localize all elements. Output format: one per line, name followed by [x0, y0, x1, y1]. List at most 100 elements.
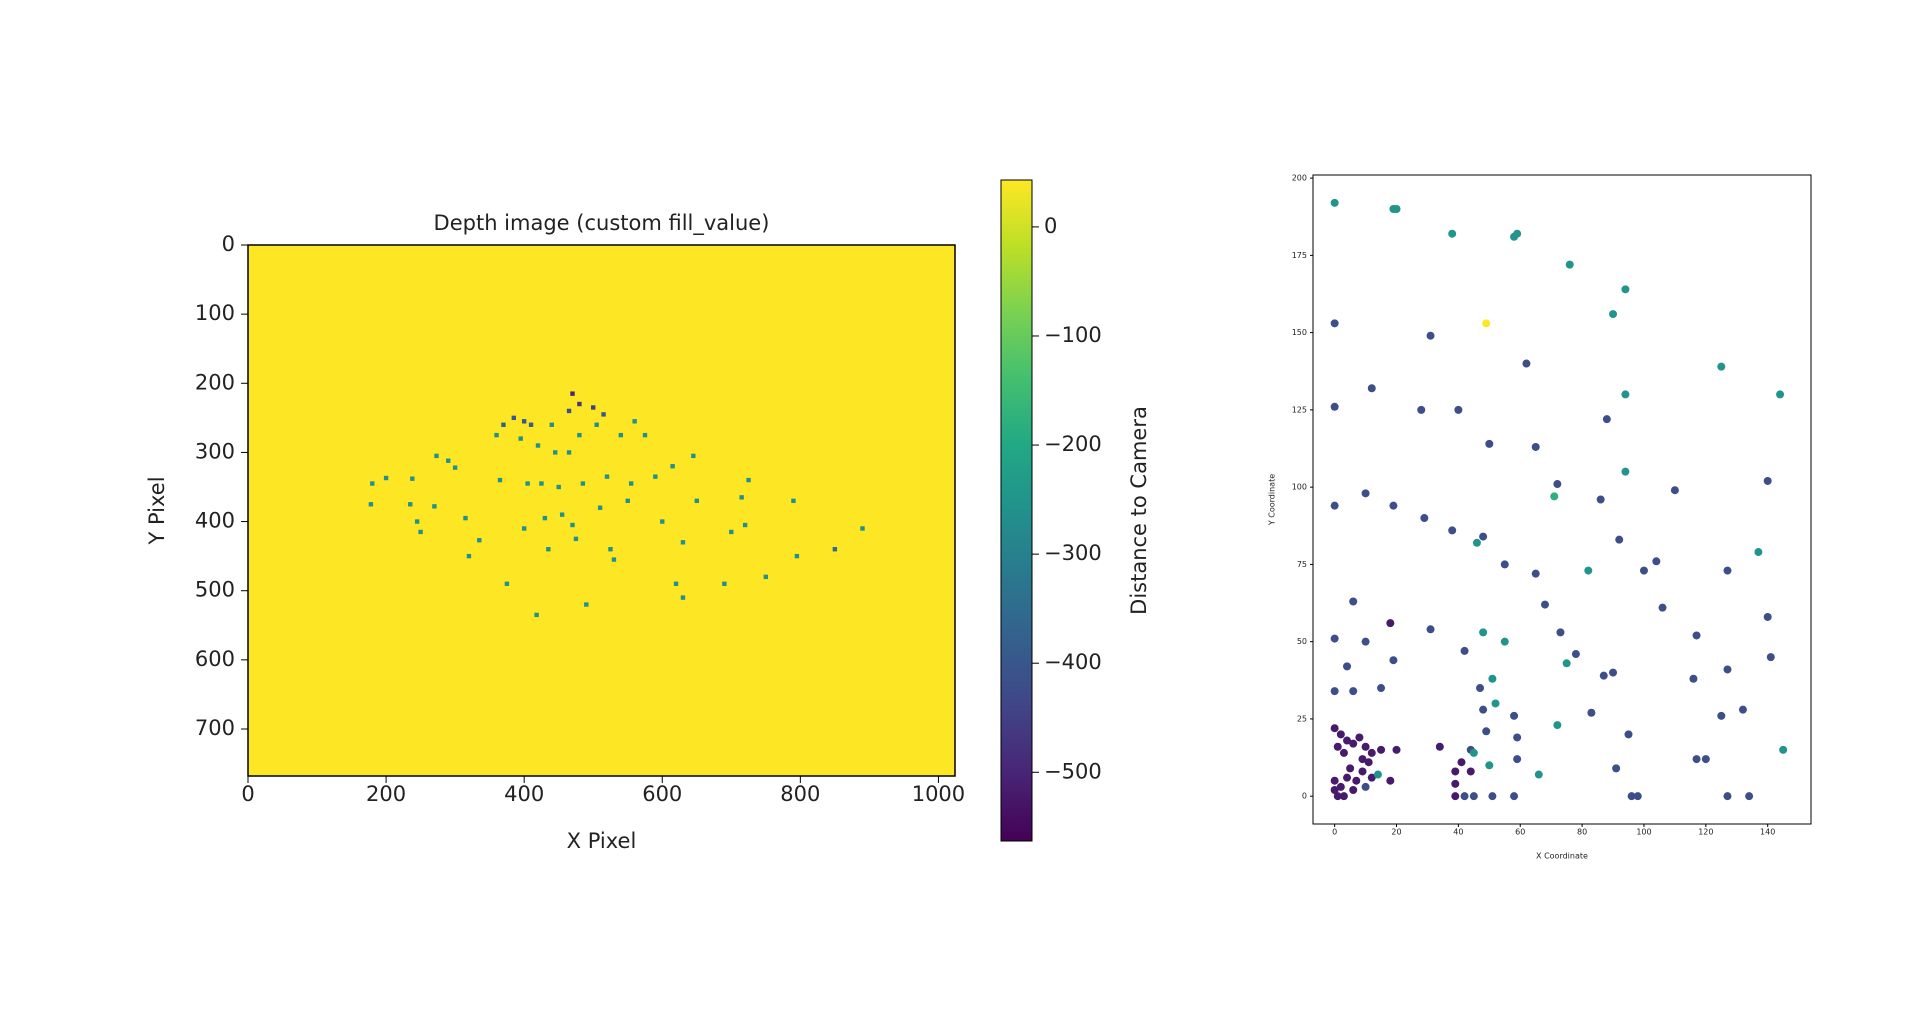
point: [1513, 755, 1522, 764]
point: [1349, 786, 1358, 795]
point: [1339, 748, 1348, 757]
point: [1386, 776, 1395, 785]
y-tick-label: 300: [195, 439, 235, 463]
point: [1343, 773, 1352, 782]
point: [1330, 501, 1339, 510]
point: [1692, 631, 1701, 640]
point: [1367, 748, 1376, 757]
y-tick-label: 175: [1292, 251, 1307, 260]
point: [418, 529, 423, 535]
point: [1670, 486, 1679, 495]
x-tick-label: 0: [241, 782, 254, 806]
x-tick-label: 100: [1636, 828, 1651, 837]
point: [1451, 792, 1460, 801]
point: [691, 453, 696, 459]
point: [566, 408, 572, 414]
point: [1389, 656, 1398, 665]
point: [1349, 687, 1358, 696]
x-tick-label: 800: [780, 782, 820, 806]
y-tick-label: 25: [1297, 714, 1307, 723]
point: [1330, 776, 1339, 785]
x-tick-label: 80: [1577, 828, 1587, 837]
point: [1355, 733, 1364, 742]
point: [1745, 792, 1754, 801]
point: [1377, 684, 1386, 693]
point: [597, 505, 603, 510]
point: [1479, 628, 1488, 637]
point: [1349, 597, 1358, 606]
point: [1776, 390, 1785, 399]
y-tick-label: 75: [1297, 560, 1307, 569]
y-tick-label: 0: [222, 232, 235, 256]
point: [501, 422, 506, 427]
point: [1500, 637, 1509, 646]
x-tick-label: 600: [642, 782, 682, 806]
point: [463, 515, 468, 521]
point: [528, 422, 534, 427]
point: [452, 465, 458, 470]
point: [628, 481, 634, 486]
point: [1392, 204, 1401, 213]
point: [1377, 745, 1386, 754]
point: [1602, 415, 1611, 424]
point: [1364, 758, 1373, 767]
chart-title: Depth image (custom fill_value): [434, 211, 770, 236]
y-tick-label: 50: [1297, 637, 1307, 646]
point: [1330, 319, 1339, 328]
point: [553, 450, 558, 455]
y-tick-label: 700: [195, 716, 235, 740]
x-axis-label: X Pixel: [567, 829, 637, 853]
point: [368, 502, 374, 507]
point: [1457, 758, 1466, 767]
point: [570, 391, 575, 396]
point: [1587, 708, 1596, 717]
point: [1621, 390, 1630, 399]
point: [1451, 779, 1460, 788]
x-axis-label: X Coordinate: [1536, 852, 1588, 861]
point: [1627, 792, 1636, 801]
x-tick-label: 200: [366, 782, 406, 806]
point: [559, 512, 565, 517]
point: [497, 477, 503, 483]
point: [601, 412, 606, 417]
point: [791, 498, 796, 504]
point: [1571, 650, 1580, 659]
point: [680, 540, 686, 545]
point: [408, 502, 413, 507]
point: [1485, 761, 1494, 770]
point: [1639, 566, 1648, 575]
point: [1448, 526, 1457, 535]
point: [591, 405, 596, 410]
point: [1469, 792, 1478, 801]
point: [1658, 603, 1667, 612]
point: [1454, 405, 1463, 414]
y-tick-label: 100: [195, 301, 235, 325]
y-tick-label: 200: [195, 370, 235, 394]
point: [1420, 514, 1429, 523]
point: [1723, 566, 1732, 575]
point: [1754, 548, 1763, 557]
point: [832, 547, 838, 552]
x-tick-label: 140: [1760, 828, 1775, 837]
point: [1346, 764, 1355, 773]
point: [1522, 359, 1531, 368]
point: [477, 538, 482, 543]
point: [1361, 489, 1370, 498]
point: [370, 481, 375, 486]
point: [1621, 285, 1630, 294]
point: [1596, 495, 1605, 504]
point: [1531, 442, 1540, 451]
point: [1349, 739, 1358, 748]
point: [1426, 331, 1435, 340]
point: [525, 481, 530, 486]
point: [722, 581, 727, 586]
point: [1330, 198, 1339, 207]
point: [1476, 684, 1485, 693]
point: [1392, 745, 1401, 754]
point: [521, 526, 527, 531]
point: [1689, 674, 1698, 683]
point: [746, 477, 751, 483]
point: [1333, 792, 1342, 801]
y-tick-label: 100: [1292, 483, 1307, 492]
